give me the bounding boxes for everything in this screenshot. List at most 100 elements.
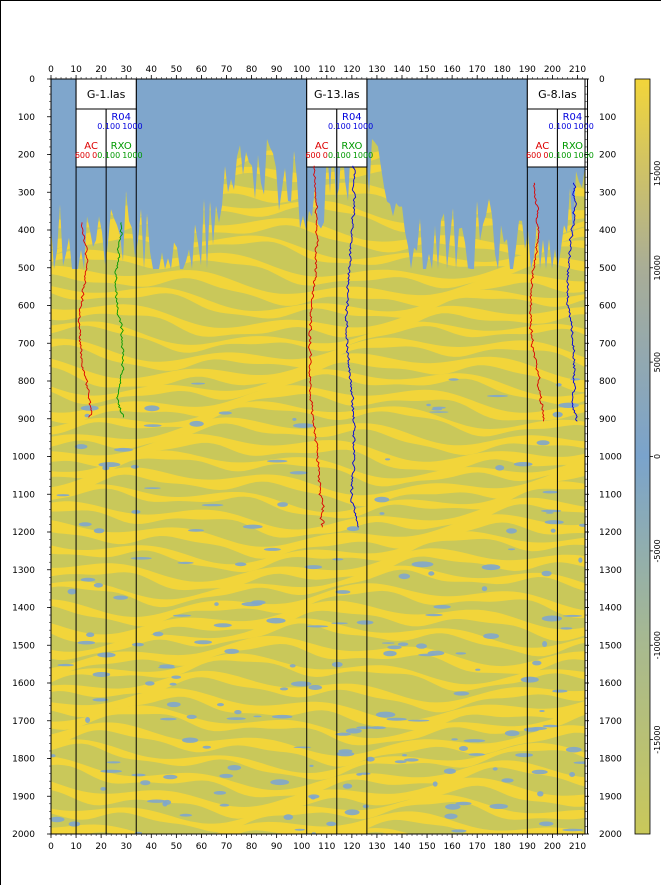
blue-patch — [433, 605, 451, 609]
blue-patch — [277, 502, 288, 507]
blue-patch — [57, 663, 74, 667]
blue-patch — [418, 653, 437, 657]
reflector-band — [51, 635, 585, 679]
colorbar-tick-label: 15000 — [653, 161, 661, 186]
blue-patch — [93, 583, 103, 588]
blue-patch — [67, 588, 77, 595]
log-curve-rxo — [114, 222, 125, 418]
blue-patch — [375, 711, 396, 718]
blue-patch — [506, 528, 517, 534]
y-tick-label-left: 400 — [18, 226, 35, 236]
curve-range-left: 0.100 — [97, 151, 120, 160]
blue-patch — [294, 828, 306, 831]
blue-patch — [359, 772, 371, 775]
x-tick-label-top: 170 — [469, 65, 486, 75]
y-tick-label-right: 2000 — [599, 830, 622, 840]
blue-patch — [100, 769, 122, 773]
blue-patch — [293, 423, 314, 428]
curve-label-rxo: RXO — [341, 141, 362, 152]
y-tick-label-left: 200 — [18, 151, 35, 161]
x-tick-label-bottom: 40 — [146, 842, 158, 852]
colorbar-tick-label: 5000 — [653, 352, 661, 372]
log-curve-ac — [77, 222, 93, 418]
blue-patch — [130, 464, 139, 469]
y-tick-label-left: 1200 — [12, 528, 35, 538]
x-tick-label-top: 130 — [368, 65, 385, 75]
axes-layer: 0 0 10 10 20 20 30 30 40 40 50 50 60 60 70 70 80 80 90 90 10… — [12, 65, 622, 852]
blue-patch — [362, 804, 369, 809]
blue-patch — [213, 791, 227, 795]
blue-patch — [492, 767, 498, 771]
curve-range-right: 1000 — [122, 151, 142, 160]
blue-patch — [356, 620, 374, 625]
blue-patch — [283, 814, 294, 820]
x-tick-label-top: 20 — [95, 65, 107, 75]
blue-patch — [335, 732, 351, 736]
blue-patch — [182, 737, 199, 743]
track1-header — [75, 108, 107, 168]
y-tick-label-right: 200 — [599, 151, 616, 161]
blue-patch — [342, 783, 353, 789]
x-tick-label-top: 140 — [393, 65, 410, 75]
blue-patch — [188, 529, 204, 532]
y-tick-label-right: 800 — [599, 377, 616, 387]
blue-patch — [186, 714, 197, 720]
y-tick-label-right: 1300 — [599, 566, 622, 576]
reflector-band — [51, 285, 585, 319]
x-tick-label-top: 160 — [444, 65, 461, 75]
blue-patch — [270, 779, 290, 786]
x-tick-label-bottom: 210 — [569, 842, 586, 852]
reflector-band — [51, 369, 585, 405]
blue-patch — [507, 548, 516, 551]
well-header-box — [526, 78, 589, 110]
curve-range-left: 0.100 — [549, 122, 572, 131]
reflector-band — [51, 653, 585, 692]
reflector-band — [51, 304, 585, 338]
blue-patch — [166, 701, 181, 708]
blue-patch — [51, 754, 56, 758]
blue-patch — [455, 801, 472, 806]
blue-patch — [266, 459, 288, 463]
blue-patch — [289, 471, 308, 475]
colorbar-tick-label: -15000 — [653, 725, 661, 753]
blue-patch — [250, 600, 266, 605]
blue-patch — [266, 617, 286, 624]
x-tick-label-bottom: 180 — [494, 842, 511, 852]
blue-patch — [218, 411, 232, 415]
blue-patch — [428, 571, 435, 576]
blue-patch — [448, 378, 459, 381]
blue-patch — [130, 557, 152, 560]
blue-patch — [152, 631, 164, 637]
y-tick-label-left: 1100 — [12, 490, 35, 500]
y-tick-label-right: 0 — [599, 75, 605, 85]
x-tick-label-bottom: 120 — [343, 842, 360, 852]
blue-patch — [219, 773, 234, 778]
y-tick-label-right: 600 — [599, 302, 616, 312]
blue-patch — [379, 512, 385, 515]
blue-patch — [51, 816, 65, 823]
blue-patch — [86, 632, 95, 637]
reflector-band — [51, 548, 585, 591]
blue-patch — [558, 402, 579, 408]
blue-patch — [331, 622, 348, 625]
y-tick-label-left: 1000 — [12, 453, 35, 463]
curve-range-right: 1000 — [573, 122, 593, 131]
blue-patch — [131, 773, 146, 777]
blue-patch — [536, 440, 550, 446]
blue-patch — [573, 761, 585, 764]
x-tick-label-top: 70 — [221, 65, 233, 75]
reflector-band — [340, 828, 410, 834]
blue-patch — [541, 570, 552, 577]
y-tick-label-left: 1500 — [12, 641, 35, 651]
blue-patch — [98, 462, 121, 468]
y-tick-label-right: 1700 — [599, 717, 622, 727]
track2-header — [105, 108, 137, 168]
blue-patch — [402, 754, 407, 757]
blue-patch — [407, 719, 430, 722]
blue-patch — [560, 627, 573, 630]
blue-patch — [169, 682, 177, 686]
x-tick-label-bottom: 170 — [469, 842, 486, 852]
blue-patch — [544, 520, 564, 525]
